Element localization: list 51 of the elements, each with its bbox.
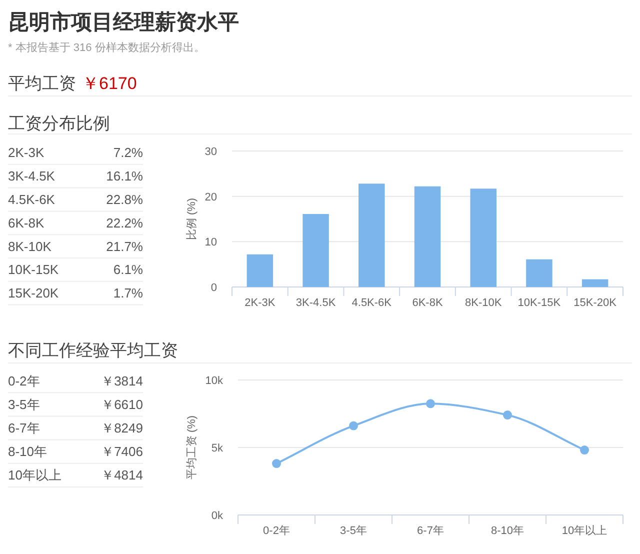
ytick: 5k [211,442,223,454]
table-cell: 2K-3K [8,145,44,160]
ytick: 10k [205,375,223,387]
xtick: 10K-15K [518,297,561,309]
table-cell: 6-7年 [8,420,40,436]
table-cell: ￥7406 [101,444,143,460]
table-cell: 21.7% [106,238,143,254]
xtick: 3-5年 [340,525,367,537]
table-cell: ￥3814 [101,373,143,388]
ytick: 0 [210,282,217,294]
table-cell: 6K-8K [8,215,44,230]
table-cell: 6.1% [113,262,143,278]
annotation: ￥6170 [82,74,137,93]
ylabel: 平均工资 (%) [186,415,198,480]
xtick: 6-7年 [417,525,444,537]
xtick: 4.5K-6K [352,297,392,309]
table-cell: ￥4814 [101,468,143,483]
xtick: 6K-8K [412,297,443,309]
title: 工资分布比例 [8,114,110,133]
table-cell: ￥6610 [101,396,143,412]
table-cell: 22.8% [106,192,143,207]
annotation: 平均工资 [8,74,76,93]
table-cell: 7.2% [113,145,143,160]
table-cell: 10K-15K [8,262,59,278]
table-cell: ￥8249 [101,420,143,436]
table-cell: 8-10年 [8,444,48,460]
xtick: 2K-3K [244,297,276,309]
xtick: 15K-20K [574,297,616,309]
xtick: 10年以上 [562,525,608,537]
xtick: 3K-4.5K [296,297,336,309]
table-cell: 3K-4.5K [8,168,55,184]
table-cell: 22.2% [106,215,143,230]
title: 昆明市项目经理薪资水平 [8,11,239,34]
ytick: 30 [204,146,217,158]
table-cell: 3-5年 [8,396,40,412]
xtick: 0-2年 [263,525,290,537]
table-cell: 0-2年 [8,373,40,388]
title: 不同工作经验平均工资 [8,341,178,360]
xtick: 8-10年 [490,525,524,537]
ytick: 0k [211,510,223,522]
subtitle: * 本报告基于 316 份样本数据分析得出。 [8,42,205,54]
table-cell: 15K-20K [8,286,59,301]
table-cell: 1.7% [113,286,143,301]
ylabel: 比例 (%) [186,198,198,240]
ytick: 20 [204,191,217,204]
table-cell: 10年以上 [8,468,62,483]
ytick: 10 [204,236,217,249]
xtick: 8K-10K [465,297,502,309]
table-cell: 4.5K-6K [8,192,55,207]
table-cell: 16.1% [106,168,143,184]
table-cell: 8K-10K [8,238,52,254]
